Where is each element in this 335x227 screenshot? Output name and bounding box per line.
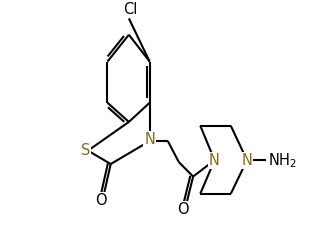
Text: N: N [144, 133, 155, 148]
Text: N: N [209, 153, 220, 168]
Text: NH$_2$: NH$_2$ [268, 151, 296, 170]
Text: N: N [242, 153, 253, 168]
Text: O: O [95, 193, 107, 208]
Text: Cl: Cl [123, 2, 137, 17]
Text: O: O [177, 202, 189, 217]
Text: S: S [81, 143, 90, 158]
